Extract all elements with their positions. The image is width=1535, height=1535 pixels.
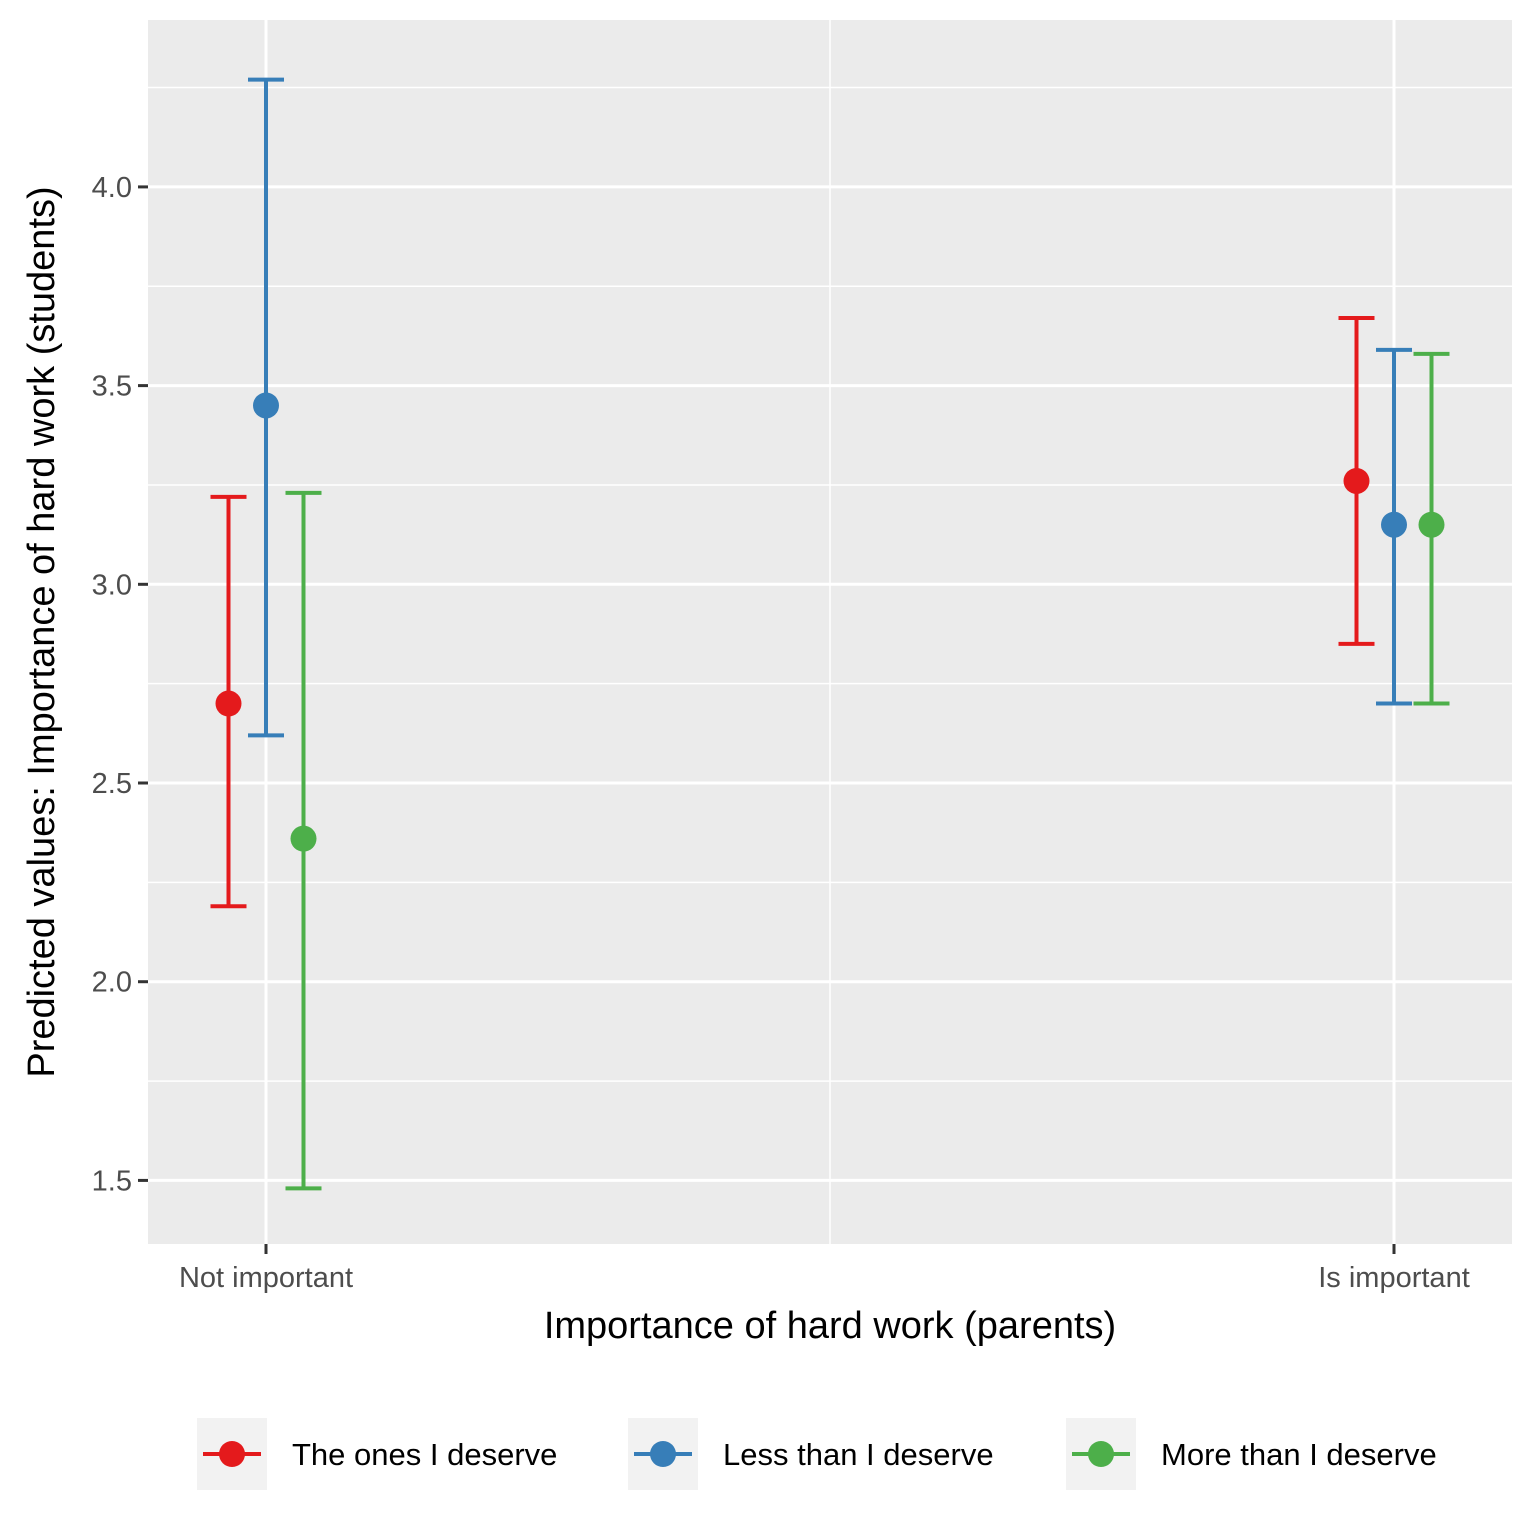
y-tick-label: 3.5: [92, 371, 132, 403]
data-point: [1343, 467, 1370, 494]
x-tick-label: Not important: [179, 1262, 353, 1294]
x-axis-title: Importance of hard work (parents): [544, 1305, 1116, 1347]
x-tick-label: Is important: [1318, 1262, 1470, 1294]
legend-label: Less than I deserve: [723, 1437, 994, 1472]
axes: 1.5 2.0 2.5 3.0 3.5 4.0 Not important Is import…: [92, 172, 1470, 1294]
legend-key-point: [1088, 1441, 1114, 1467]
y-axis-title: Predicted values: Importance of hard wor…: [21, 186, 63, 1077]
legend: The ones I deserve Less than I deserve Mor…: [197, 1418, 1437, 1490]
y-tick-label: 4.0: [92, 172, 132, 204]
data-point: [215, 690, 242, 717]
data-point: [253, 392, 279, 419]
y-tick-label: 2.5: [92, 768, 132, 800]
legend-label: More than I deserve: [1161, 1437, 1437, 1472]
data-marks: [210, 77, 1450, 1191]
y-tick-label: 2.0: [92, 967, 132, 999]
y-tick-label: 1.5: [92, 1165, 132, 1197]
data-point: [290, 825, 317, 852]
data-point: [1418, 511, 1445, 538]
legend-label: The ones I deserve: [292, 1437, 557, 1472]
grid-lines: [148, 20, 1512, 1244]
legend-key-point: [219, 1441, 245, 1467]
data-point: [1381, 511, 1407, 538]
legend-key-point: [650, 1441, 676, 1467]
y-tick-label: 3.0: [92, 569, 132, 601]
